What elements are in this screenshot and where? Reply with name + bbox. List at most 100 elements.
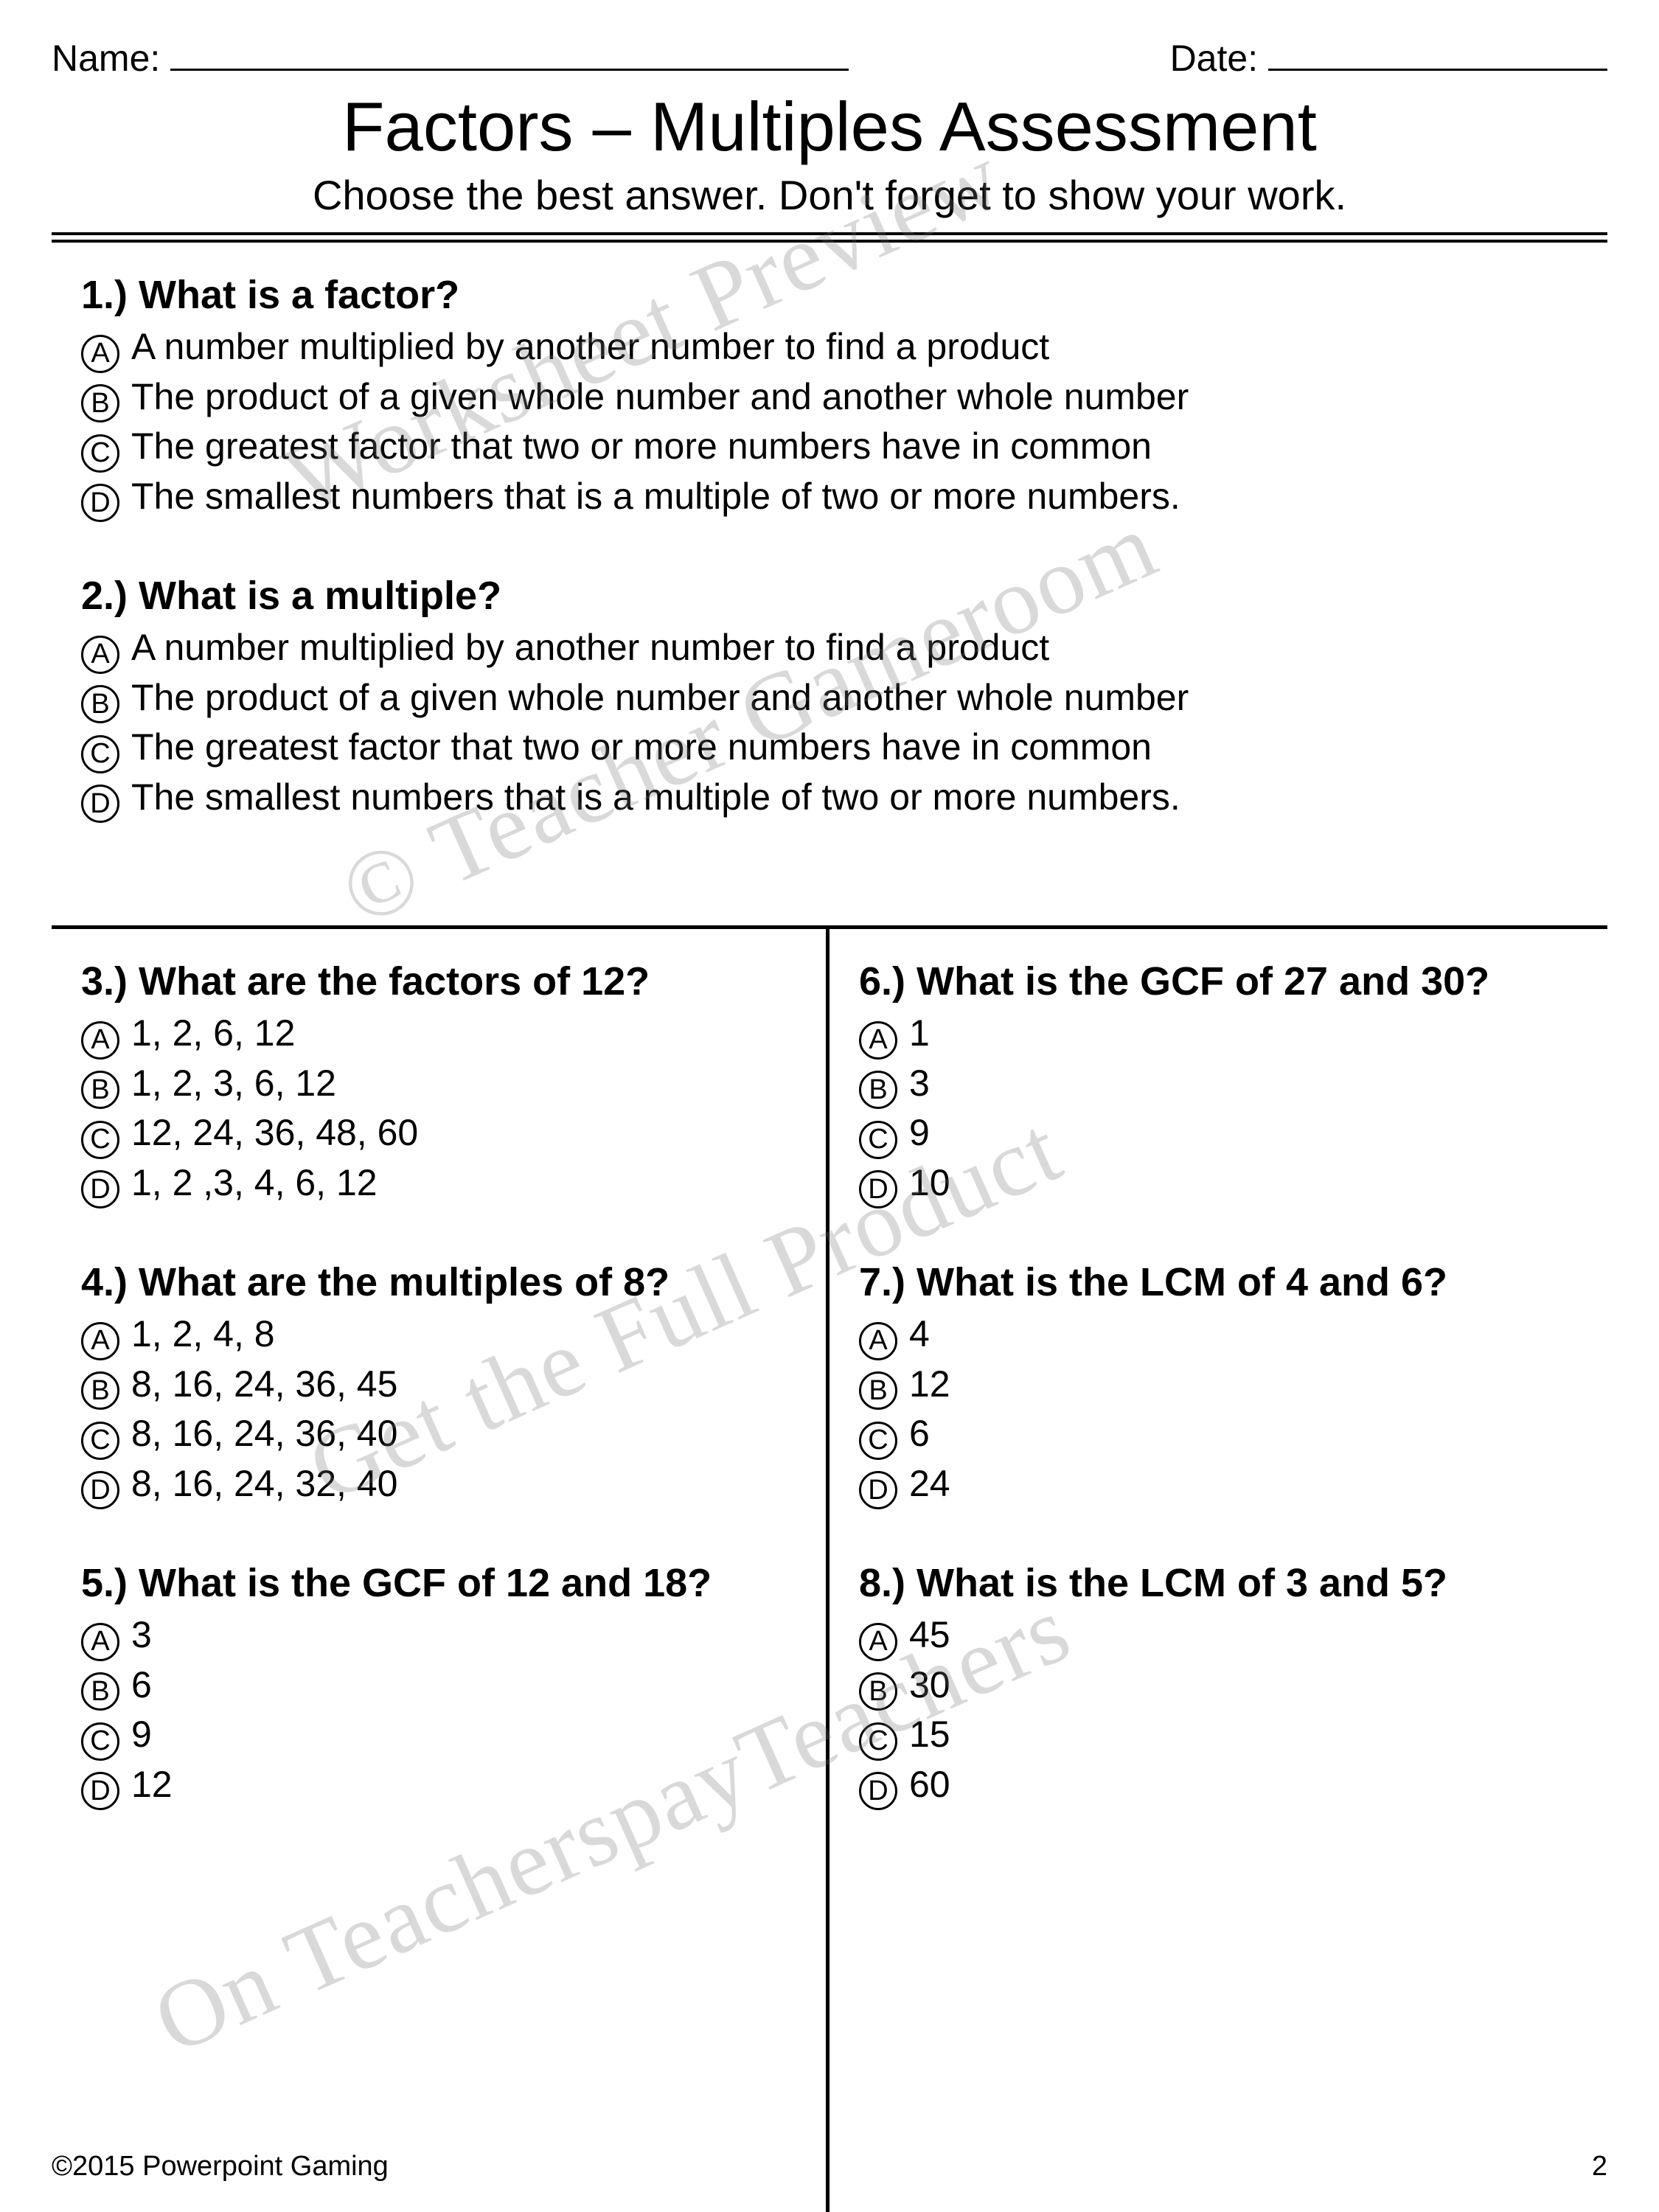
choice-text: 1, 2, 6, 12 xyxy=(131,1009,295,1059)
name-blank[interactable] xyxy=(170,69,849,71)
question-title: 8.) What is the LCM of 3 and 5? xyxy=(859,1560,1593,1606)
choice-row[interactable]: C9 xyxy=(81,1710,811,1760)
date-field: Date: xyxy=(1170,37,1607,80)
choice-letter: B xyxy=(81,1371,119,1410)
choice-text: 12, 24, 36, 48, 60 xyxy=(131,1108,418,1158)
choice-row[interactable]: AA number multiplied by another number t… xyxy=(81,322,1593,372)
date-blank[interactable] xyxy=(1268,69,1607,71)
choice-row[interactable]: DThe smallest numbers that is a multiple… xyxy=(81,472,1593,522)
right-column: 6.) What is the GCF of 27 and 30?A1B3C9D… xyxy=(830,929,1607,2212)
choice-text: 15 xyxy=(909,1710,950,1760)
choice-text: 9 xyxy=(909,1108,930,1158)
choice-row[interactable]: C 12, 24, 36, 48, 60 xyxy=(81,1108,811,1158)
choice-letter: D xyxy=(81,1471,119,1509)
footer: ©2015 Powerpoint Gaming 2 xyxy=(52,2151,1607,2183)
choice-row[interactable]: A 1, 2, 6, 12 xyxy=(81,1009,811,1059)
choice-letter: D xyxy=(81,785,119,823)
question-block: 5.) What is the GCF of 12 and 18?A3B6C9D… xyxy=(81,1560,811,1809)
choice-row[interactable]: C The greatest factor that two or more nu… xyxy=(81,422,1593,472)
choice-letter: C xyxy=(859,1422,897,1460)
choice-row[interactable]: B1, 2, 3, 6, 12 xyxy=(81,1059,811,1109)
choice-letter: C xyxy=(859,1121,897,1159)
choice-row[interactable]: D 1, 2 ,3, 4, 6, 12 xyxy=(81,1158,811,1208)
choice-row[interactable]: B6 xyxy=(81,1660,811,1711)
question-title: 3.) What are the factors of 12? xyxy=(81,959,811,1004)
choice-text: 12 xyxy=(909,1360,950,1410)
choice-row[interactable]: B3 xyxy=(859,1059,1593,1109)
page-number: 2 xyxy=(1592,2151,1607,2183)
choice-row[interactable]: C6 xyxy=(859,1409,1593,1459)
choice-text: 8, 16, 24, 36, 40 xyxy=(131,1409,397,1459)
choice-row[interactable]: B30 xyxy=(859,1660,1593,1711)
choice-row[interactable]: A3 xyxy=(81,1610,811,1660)
choice-row[interactable]: C 15 xyxy=(859,1710,1593,1760)
choice-text: 6 xyxy=(909,1409,930,1459)
choice-text: 24 xyxy=(909,1459,950,1509)
choice-text: 9 xyxy=(131,1710,152,1760)
choice-letter: D xyxy=(81,1170,119,1208)
choice-text: The greatest factor that two or more num… xyxy=(131,723,1152,773)
question-title: 1.) What is a factor? xyxy=(81,272,1593,318)
choice-letter: D xyxy=(859,1170,897,1208)
choice-letter: C xyxy=(81,1722,119,1761)
choice-row[interactable]: D 12 xyxy=(81,1760,811,1810)
name-label: Name: xyxy=(52,38,160,79)
choice-text: A number multiplied by another number to… xyxy=(131,623,1049,673)
choice-row[interactable]: C8, 16, 24, 36, 40 xyxy=(81,1409,811,1459)
choice-row[interactable]: C9 xyxy=(859,1108,1593,1158)
choice-text: 1, 2, 4, 8 xyxy=(131,1310,275,1360)
choice-text: 1, 2, 3, 6, 12 xyxy=(131,1059,336,1109)
choice-letter: A xyxy=(81,636,119,674)
choice-row[interactable]: D60 xyxy=(859,1760,1593,1810)
choice-letter: A xyxy=(81,1021,119,1060)
choice-row[interactable]: A A number multiplied by another number t… xyxy=(81,623,1593,673)
choice-text: 45 xyxy=(909,1610,950,1660)
choice-text: 3 xyxy=(131,1610,152,1660)
choice-row[interactable]: D10 xyxy=(859,1158,1593,1208)
choice-row[interactable]: C The greatest factor that two or more nu… xyxy=(81,723,1593,773)
date-label: Date: xyxy=(1170,38,1259,79)
question-block: 4.) What are the multiples of 8? A 1, 2, 4… xyxy=(81,1259,811,1509)
choice-letter: B xyxy=(859,1672,897,1711)
choice-letter: A xyxy=(859,1322,897,1360)
choice-letter: C xyxy=(81,434,119,473)
choice-row[interactable]: DThe smallest numbers that is a multiple… xyxy=(81,773,1593,823)
name-field: Name: xyxy=(52,37,849,80)
question-title: 4.) What are the multiples of 8? xyxy=(81,1259,811,1305)
choice-letter: C xyxy=(859,1722,897,1761)
choice-row[interactable]: A 1, 2, 4, 8 xyxy=(81,1310,811,1360)
choice-text: 1 xyxy=(909,1009,930,1059)
choice-letter: C xyxy=(81,1121,119,1159)
choice-text: 1, 2 ,3, 4, 6, 12 xyxy=(131,1158,378,1208)
question-block: 7.) What is the LCM of 4 and 6?A4B12C6D2… xyxy=(859,1259,1593,1509)
choice-text: 60 xyxy=(909,1760,950,1810)
question-block: 8.) What is the LCM of 3 and 5? A 45B30 C 15… xyxy=(859,1560,1593,1809)
choice-row[interactable]: A4 xyxy=(859,1310,1593,1360)
double-rule-top xyxy=(52,232,1607,240)
instructions: Choose the best answer. Don't forget to … xyxy=(52,171,1607,219)
choice-text: The product of a given whole number and … xyxy=(131,673,1189,723)
question-block: 3.) What are the factors of 12? A 1, 2, 6,… xyxy=(81,959,811,1208)
question-title: 7.) What is the LCM of 4 and 6? xyxy=(859,1259,1593,1305)
choice-row[interactable]: A 45 xyxy=(859,1610,1593,1660)
choice-letter: D xyxy=(81,1772,119,1810)
choice-row[interactable]: B The product of a given whole number and… xyxy=(81,673,1593,723)
choice-letter: A xyxy=(81,1322,119,1360)
choice-text: 4 xyxy=(909,1310,930,1360)
question-grid: 3.) What are the factors of 12? A 1, 2, 6,… xyxy=(52,929,1607,2212)
choice-row[interactable]: B8, 16, 24, 36, 45 xyxy=(81,1360,811,1410)
choice-row[interactable]: D8, 16, 24, 32, 40 xyxy=(81,1459,811,1509)
choice-row[interactable]: BThe product of a given whole number and… xyxy=(81,372,1593,422)
choice-letter: C xyxy=(81,735,119,773)
choice-text: 6 xyxy=(131,1660,152,1711)
choice-letter: A xyxy=(859,1623,897,1661)
choice-text: 12 xyxy=(131,1760,173,1810)
choice-row[interactable]: D 24 xyxy=(859,1459,1593,1509)
choice-text: The greatest factor that two or more num… xyxy=(131,422,1152,472)
choice-letter: D xyxy=(859,1471,897,1509)
worksheet-page: Name: Date: Factors – Multiples Assessme… xyxy=(0,0,1659,2212)
header-line: Name: Date: xyxy=(52,37,1607,80)
choice-row[interactable]: A1 xyxy=(859,1009,1593,1059)
choice-row[interactable]: B12 xyxy=(859,1360,1593,1410)
choice-letter: B xyxy=(81,685,119,723)
